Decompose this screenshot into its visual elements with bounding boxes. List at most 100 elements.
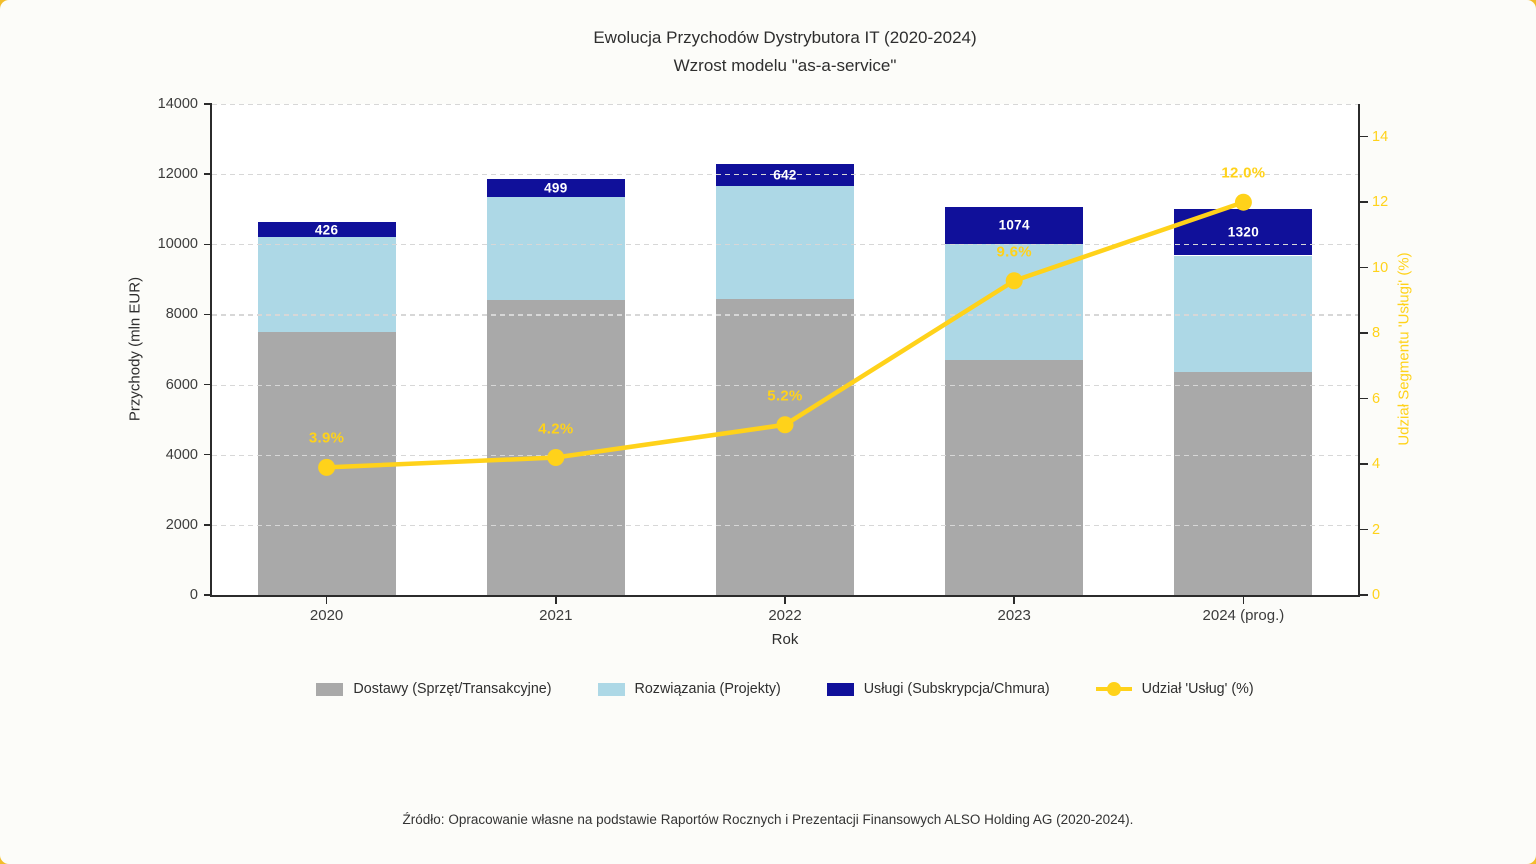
gridline	[212, 244, 1358, 246]
share-percent-label: 9.6%	[996, 243, 1032, 261]
spine-right	[1358, 104, 1360, 597]
legend-item: Udział 'Usług' (%)	[1095, 681, 1254, 697]
bar-segment-gray_bar	[945, 360, 1084, 595]
bar-segment-gray_bar	[716, 298, 854, 595]
source-note: Źródło: Opracowanie własne na podstawie …	[402, 812, 1134, 827]
bar-segment-navy_bar	[945, 206, 1084, 245]
x-tick-label: 2021	[539, 607, 573, 624]
legend-swatch	[597, 682, 625, 696]
x-tick-label: 2022	[768, 607, 802, 624]
chart-title-line2: Wzrost modelu "as-a-service"	[673, 55, 897, 75]
bar-segment-gray_bar	[1174, 372, 1313, 595]
y-tick-left	[204, 524, 212, 526]
bar-value-label: 426	[314, 222, 339, 238]
trend-line	[318, 193, 1252, 476]
bar-segment-lightblue_bar	[486, 196, 625, 301]
bar-segment-lightblue_bar	[257, 237, 396, 332]
y-tick-right	[1359, 201, 1368, 203]
x-tick-label: 2024 (prog.)	[1202, 607, 1285, 624]
legend-label: Udział 'Usług' (%)	[1141, 681, 1254, 697]
gridline	[212, 174, 1358, 176]
y-tick-right	[1359, 397, 1368, 400]
legend-item: Dostawy (Sprzęt/Transakcyjne)	[316, 681, 552, 697]
bar-segment-lightblue_bar	[1174, 255, 1313, 373]
trend-marker	[547, 449, 565, 467]
y-tick-label-left: 8000	[165, 306, 198, 323]
bar-value-label: 1320	[1227, 224, 1260, 240]
trend-marker	[1005, 272, 1023, 290]
gridline	[212, 314, 1358, 316]
y-tick-right	[1359, 594, 1368, 596]
legend-line-dot	[1106, 682, 1121, 696]
y-tick-label-left: 10000	[157, 236, 198, 253]
chart-legend: Dostawy (Sprzęt/Transakcyjne) Rozwiązania…	[212, 674, 1358, 704]
bar-segment-lightblue_bar	[716, 186, 854, 299]
chart-title-line1: Ewolucja Przychodów Dystrybutora IT (202…	[593, 28, 977, 47]
y-tick-label-left: 14000	[157, 96, 198, 112]
y-tick-right	[1359, 463, 1368, 465]
y-tick-left	[204, 313, 212, 316]
y-tick-right	[1359, 135, 1368, 138]
y-tick-left	[204, 243, 212, 246]
x-tick	[555, 596, 557, 604]
y-tick-label-left: 4000	[165, 446, 198, 463]
bar-value-label: 642	[773, 167, 797, 183]
bar-segment-navy_bar	[486, 179, 625, 197]
legend-item: Rozwiązania (Projekty)	[597, 681, 781, 697]
y-tick-label-right: 12	[1372, 194, 1389, 211]
plot-area: 426 499 642 1074 1320 3.9% 4.2% 5.2% 9.6% 12.0%	[212, 104, 1358, 595]
x-tick	[325, 596, 328, 604]
y-tick-label-left: 2000	[165, 516, 198, 533]
y-tick-label-left: 12000	[157, 166, 198, 183]
gridline	[212, 524, 1358, 527]
y-tick-label-right: 14	[1372, 128, 1389, 145]
legend-item: Usługi (Subskrypcja/Chmura)	[826, 681, 1050, 697]
y-tick-label-right: 0	[1372, 587, 1381, 603]
y-tick-left	[204, 173, 212, 175]
y-tick-label-left: 6000	[165, 376, 198, 393]
trend-marker	[1234, 193, 1252, 211]
share-percent-label: 4.2%	[538, 420, 574, 438]
bar-value-label: 1074	[998, 217, 1030, 233]
y-tick-right	[1359, 332, 1368, 334]
y-tick-left	[204, 103, 212, 105]
legend-swatch	[826, 682, 854, 696]
bar-segment-navy_bar	[257, 222, 396, 238]
y-axis-label-left: Przychody (mln EUR)	[126, 276, 144, 422]
y-tick-label-right: 6	[1372, 390, 1381, 407]
share-percent-label: 3.9%	[308, 429, 345, 447]
y-tick-left	[204, 594, 212, 596]
y-tick-left	[204, 453, 212, 456]
y-tick-label-right: 4	[1372, 456, 1381, 473]
gridline	[212, 104, 1358, 106]
y-axis-label-right: Udział Segmentu 'Usługi' (%)	[1395, 252, 1413, 446]
y-tick-label-right: 2	[1372, 521, 1381, 538]
chart-title: Ewolucja Przychodów Dystrybutora IT (202…	[212, 24, 1358, 79]
y-tick-label-right: 8	[1372, 325, 1381, 342]
x-tick-label: 2023	[997, 607, 1031, 624]
y-tick-left	[204, 383, 212, 386]
bar-value-label: 499	[544, 180, 568, 196]
legend-label: Rozwiązania (Projekty)	[634, 681, 781, 697]
spine-bottom	[210, 595, 1360, 597]
gridline	[212, 454, 1358, 456]
legend-label: Dostawy (Sprzęt/Transakcyjne)	[353, 681, 552, 697]
x-tick-label: 2020	[309, 607, 344, 624]
spine-left	[210, 104, 212, 597]
x-tick	[784, 596, 786, 604]
legend-swatch	[316, 682, 344, 696]
x-tick	[1242, 596, 1245, 604]
trend-marker	[776, 416, 794, 434]
x-tick	[1013, 596, 1015, 604]
bar-segment-gray_bar	[486, 300, 625, 595]
y-tick-right	[1359, 528, 1368, 531]
gridline	[212, 384, 1358, 386]
y-tick-right	[1359, 266, 1368, 269]
x-axis-label: Rok	[771, 631, 799, 648]
legend-label: Usługi (Subskrypcja/Chmura)	[863, 681, 1050, 697]
legend-line-marker	[1095, 682, 1132, 696]
share-percent-label: 12.0%	[1221, 164, 1266, 182]
share-percent-label: 5.2%	[767, 387, 803, 405]
y-tick-label-left: 0	[189, 587, 198, 603]
